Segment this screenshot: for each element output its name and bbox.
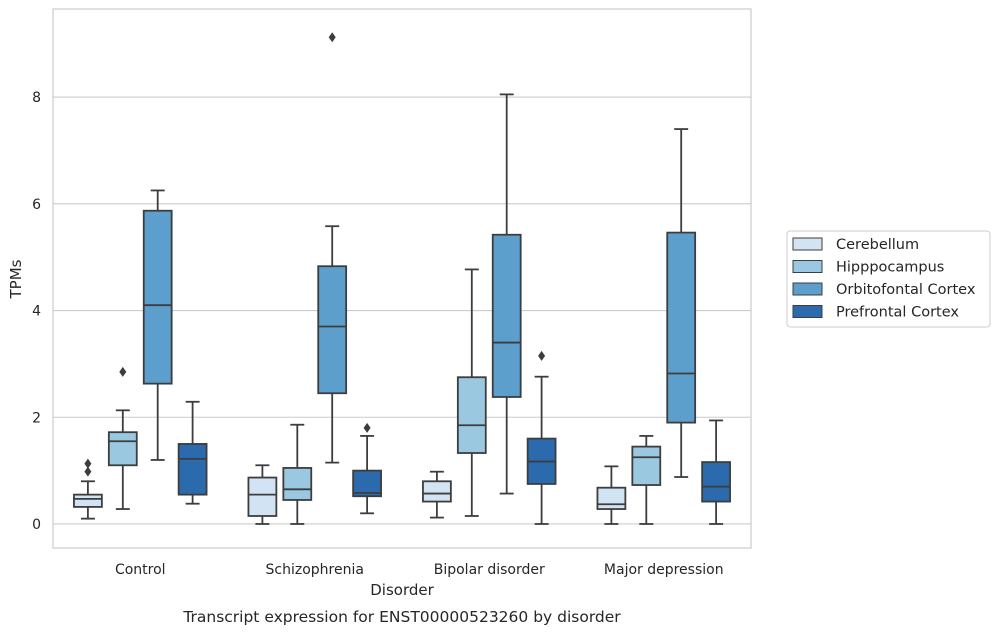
box-orbitofontal-cortex-2 — [491, 93, 522, 495]
x-tick-label: Schizophrenia — [266, 562, 364, 578]
legend-label: Orbitofontal Cortex — [836, 282, 976, 298]
box-iqr — [701, 461, 731, 503]
box-prefrontal-cortex-0 — [177, 400, 208, 505]
x-axis-title: Disorder — [370, 581, 434, 599]
x-axis-ticks: Control Schizophrenia Bipolar disorder Majo… — [115, 562, 724, 578]
box-iqr — [247, 476, 278, 517]
box-iqr — [422, 480, 452, 503]
chart-caption: Transcript expression for ENST0000052326… — [182, 608, 621, 626]
box-cerebellum-2 — [422, 470, 452, 519]
legend-swatch — [792, 305, 823, 318]
outlier-point — [84, 466, 92, 477]
outlier-point — [84, 458, 92, 469]
plot-area-frame — [52, 8, 752, 549]
box-iqr — [142, 209, 173, 385]
legend-swatch — [792, 237, 823, 251]
legend: Cerebellum Hipppocampus Orbitofontal Corte… — [786, 230, 991, 328]
box-iqr — [177, 443, 208, 496]
box-prefrontal-cortex-3 — [701, 419, 731, 525]
box-orbitofontal-cortex-3 — [666, 128, 697, 478]
legend-swatch — [792, 282, 823, 296]
box-iqr — [596, 486, 627, 510]
box-iqr — [352, 469, 382, 498]
box-groups — [73, 32, 731, 525]
box-iqr — [317, 265, 348, 395]
y-tick-label: 6 — [32, 197, 41, 213]
box-cerebellum-1 — [247, 464, 278, 525]
outlier-point — [119, 366, 127, 377]
box-iqr — [666, 231, 697, 424]
legend-frame — [786, 230, 991, 328]
box-cerebellum-3 — [596, 465, 627, 525]
outlier-point — [328, 32, 336, 43]
box-hipppocampus-3 — [631, 435, 662, 525]
box-iqr — [107, 431, 138, 467]
box-cerebellum-0 — [73, 458, 103, 520]
box-iqr — [491, 233, 522, 398]
x-tick-label: Bipolar disorder — [434, 562, 545, 578]
y-tick-label: 8 — [32, 90, 41, 106]
legend-swatch — [792, 260, 823, 273]
box-prefrontal-cortex-2 — [526, 350, 557, 525]
box-iqr — [631, 445, 662, 486]
box-orbitofontal-cortex-0 — [142, 189, 173, 461]
y-axis-ticks: 0 2 4 6 8 — [32, 90, 41, 533]
legend-label: Prefrontal Cortex — [836, 305, 959, 321]
y-axis-title: TPMs — [7, 259, 25, 299]
box-prefrontal-cortex-1 — [352, 422, 382, 515]
box-iqr — [73, 493, 103, 508]
box-iqr — [456, 376, 487, 454]
legend-label: Cerebellum — [836, 237, 919, 253]
outlier-point — [363, 422, 371, 433]
y-tick-label: 4 — [32, 304, 41, 320]
outlier-point — [538, 350, 546, 361]
box-hipppocampus-0 — [107, 366, 138, 510]
box-orbitofontal-cortex-1 — [317, 32, 348, 464]
box-iqr — [282, 467, 313, 501]
x-tick-label: Control — [115, 562, 166, 578]
box-hipppocampus-1 — [282, 423, 313, 525]
y-tick-label: 2 — [32, 410, 41, 426]
x-tick-label: Major depression — [604, 562, 724, 578]
y-tick-label: 0 — [32, 517, 41, 533]
legend-label: Hipppocampus — [836, 260, 944, 276]
box-hipppocampus-2 — [456, 268, 487, 517]
